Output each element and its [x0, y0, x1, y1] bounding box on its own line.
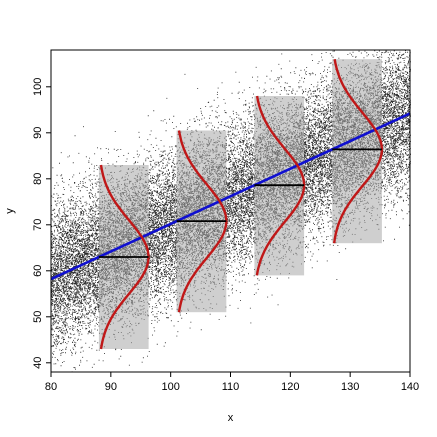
- y-tick-label-90: 90: [32, 127, 44, 139]
- scatter-point-cloud: [51, 50, 411, 373]
- regression-line: [50, 112, 411, 281]
- y-tick-label-70: 70: [32, 219, 44, 231]
- x-axis-title: x: [228, 412, 234, 424]
- x-tick-label-120: 120: [281, 381, 299, 393]
- y-axis: 40 50 60 70 80 90 100: [32, 78, 51, 369]
- x-axis: 80 90 100 110 120 130 140: [45, 372, 419, 393]
- scatter-points: [51, 50, 411, 373]
- x-tick-label-90: 90: [105, 381, 117, 393]
- y-tick-label-50: 50: [32, 311, 44, 323]
- shaded-band-4: [332, 59, 382, 244]
- y-tick-label-80: 80: [32, 173, 44, 185]
- x-tick-label-130: 130: [341, 381, 359, 393]
- x-tick-label-110: 110: [222, 381, 240, 393]
- shaded-bands: [98, 59, 382, 349]
- regression-line-layer: [50, 112, 411, 281]
- x-tick-label-80: 80: [45, 381, 57, 393]
- y-tick-label-40: 40: [32, 357, 44, 369]
- x-tick-label-100: 100: [161, 381, 179, 393]
- y-tick-label-60: 60: [32, 265, 44, 277]
- y-axis-title: y: [4, 208, 16, 214]
- density-curve-4: [332, 58, 384, 244]
- y-tick-label-100: 100: [32, 78, 44, 96]
- mean-lines: [98, 148, 382, 258]
- x-tick-label-140: 140: [401, 381, 419, 393]
